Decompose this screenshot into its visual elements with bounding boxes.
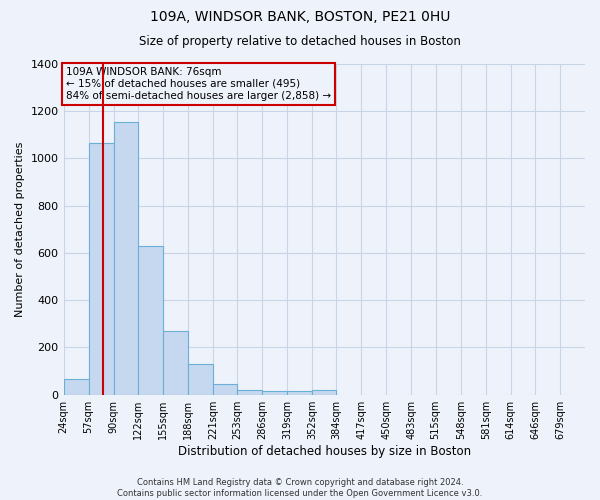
Bar xyxy=(262,391,287,394)
Text: Size of property relative to detached houses in Boston: Size of property relative to detached ho… xyxy=(139,35,461,48)
Bar xyxy=(213,384,237,394)
Bar xyxy=(312,390,337,394)
Bar xyxy=(163,331,188,394)
Text: 109A WINDSOR BANK: 76sqm
← 15% of detached houses are smaller (495)
84% of semi-: 109A WINDSOR BANK: 76sqm ← 15% of detach… xyxy=(66,68,331,100)
Bar xyxy=(113,122,138,394)
Bar xyxy=(64,380,89,394)
Bar xyxy=(237,390,262,394)
Bar xyxy=(287,391,312,394)
Bar xyxy=(89,143,113,395)
Text: 109A, WINDSOR BANK, BOSTON, PE21 0HU: 109A, WINDSOR BANK, BOSTON, PE21 0HU xyxy=(150,10,450,24)
Bar xyxy=(138,246,163,394)
Bar xyxy=(188,364,213,394)
Y-axis label: Number of detached properties: Number of detached properties xyxy=(15,142,25,317)
X-axis label: Distribution of detached houses by size in Boston: Distribution of detached houses by size … xyxy=(178,444,471,458)
Text: Contains HM Land Registry data © Crown copyright and database right 2024.
Contai: Contains HM Land Registry data © Crown c… xyxy=(118,478,482,498)
